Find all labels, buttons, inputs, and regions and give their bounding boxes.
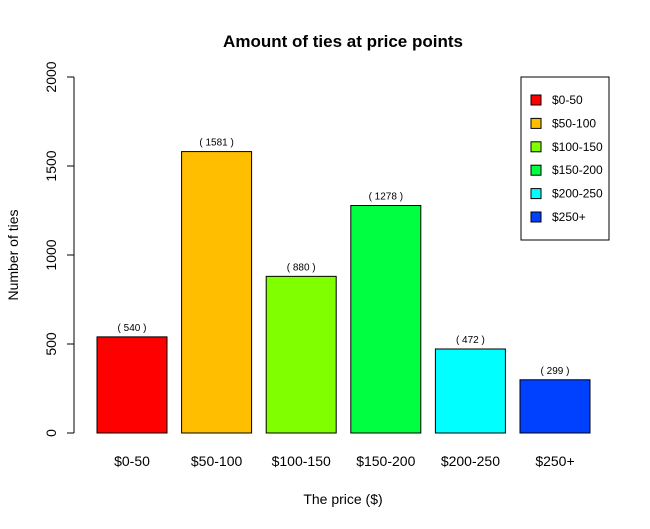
x-tick-label: $100-150 <box>272 453 331 469</box>
bar <box>96 336 168 434</box>
x-tick-label: $250+ <box>535 453 574 469</box>
x-tick-label: $200-250 <box>441 453 500 469</box>
bar-data-label: ( 1581 ) <box>199 138 233 149</box>
bar-data-label: ( 540 ) <box>118 323 147 334</box>
x-tick-labels: $0-50 $50-100 $100-150 $150-200 $200-250 $250… <box>114 453 575 469</box>
y-tick-label: 1500 <box>43 150 59 181</box>
x-tick-label: $150-200 <box>356 453 415 469</box>
legend-swatch <box>530 141 542 153</box>
y-tick-label: 2000 <box>43 61 59 92</box>
bar-data-label: ( 880 ) <box>287 262 316 273</box>
bar-data-label: ( 1278 ) <box>369 192 403 203</box>
legend-swatch <box>530 188 542 200</box>
legend-swatch <box>530 117 542 129</box>
legend-label: $150-200 <box>552 163 603 177</box>
y-tick-label: 500 <box>43 332 59 356</box>
y-axis: 0 500 1000 1500 2000 <box>43 61 75 437</box>
y-tick-label: 1000 <box>43 239 59 270</box>
bar-data-label: ( 472 ) <box>456 335 485 346</box>
bar <box>434 348 506 434</box>
legend-label: $200-250 <box>552 187 603 201</box>
legend-swatch <box>530 94 542 106</box>
x-tick-label: $0-50 <box>114 453 150 469</box>
legend-label: $50-100 <box>552 116 596 130</box>
bar <box>519 379 591 434</box>
bar-data-label: ( 299 ) <box>541 366 570 377</box>
legend: $0-50 $50-100 $100-150 $150-200 $200-250 $250… <box>520 76 610 241</box>
legend-label: $100-150 <box>552 140 603 154</box>
legend-swatch <box>530 211 542 223</box>
bars: ( 540 ) ( 1581 ) ( 880 ) ( 1278 ) ( 472 ) ( 2… <box>96 138 591 434</box>
legend-label: $0-50 <box>552 93 583 107</box>
bar <box>265 275 337 434</box>
bar <box>350 205 422 434</box>
x-tick-label: $50-100 <box>191 453 243 469</box>
bar <box>181 151 253 434</box>
y-axis-title: Number of ties <box>5 209 21 300</box>
x-axis-title: The price ($) <box>303 491 382 507</box>
y-tick-label: 0 <box>43 429 59 437</box>
legend-swatch <box>530 164 542 176</box>
legend-label: $250+ <box>552 210 586 224</box>
chart-title: Amount of ties at price points <box>223 32 463 51</box>
